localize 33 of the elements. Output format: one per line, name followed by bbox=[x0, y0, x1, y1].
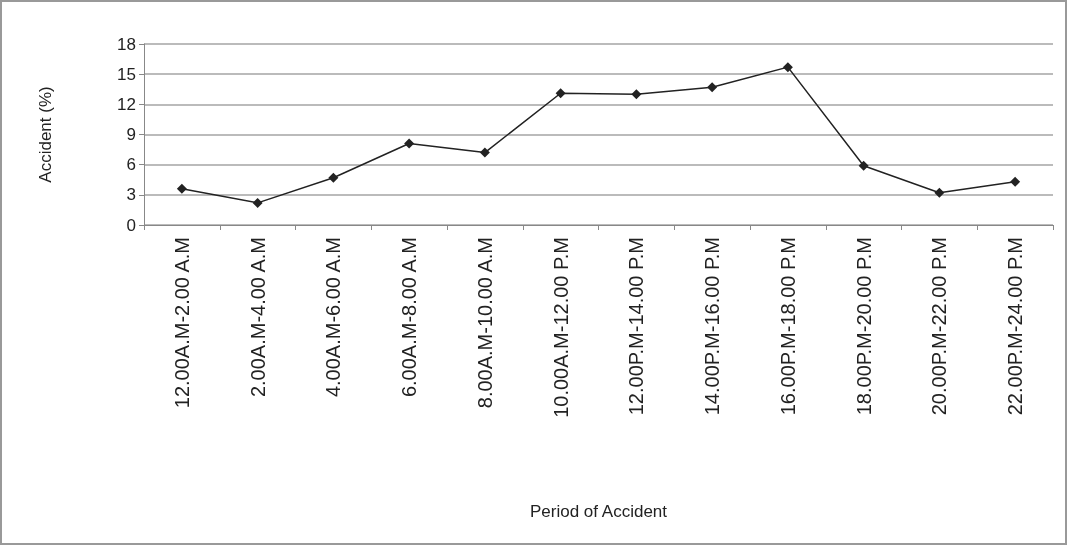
x-tick-label: 2.00A.M-4.00 A.M bbox=[246, 237, 269, 398]
y-tick-label: 0 bbox=[126, 215, 136, 235]
point bbox=[176, 183, 187, 194]
y-tick-label: 6 bbox=[126, 155, 136, 175]
point bbox=[707, 82, 718, 93]
point bbox=[934, 187, 945, 198]
y-tick-label: 9 bbox=[126, 125, 136, 144]
x-axis-title: Period of Accident bbox=[529, 502, 668, 521]
point bbox=[782, 62, 793, 73]
point bbox=[328, 172, 339, 183]
x-tick-label: 14.00P.M-16.00 P.M bbox=[701, 237, 724, 416]
point bbox=[479, 147, 490, 158]
point bbox=[555, 88, 566, 99]
point bbox=[631, 89, 642, 100]
x-tick-label: 16.00P.M-18.00 P.M bbox=[776, 237, 799, 416]
x-tick-label: 10.00A.M-12.00 P.M bbox=[549, 237, 572, 418]
y-tick-label: 15 bbox=[117, 64, 136, 84]
x-tick-label: 20.00P.M-22.00 P.M bbox=[928, 237, 951, 416]
x-tick-label: 12.00P.M-14.00 P.M bbox=[625, 237, 648, 416]
point bbox=[252, 197, 263, 208]
x-tick-label: 22.00P.M-24.00 P.M bbox=[1004, 237, 1027, 416]
x-tick-label: 8.00A.M-10.00 A.M bbox=[473, 237, 496, 409]
x-tick-label: 4.00A.M-6.00 A.M bbox=[322, 237, 345, 398]
point bbox=[1010, 176, 1021, 187]
point bbox=[404, 138, 415, 149]
point bbox=[858, 160, 869, 171]
x-tick-label: 18.00P.M-20.00 P.M bbox=[852, 237, 875, 416]
x-tick-label: 12.00A.M-2.00 A.M bbox=[170, 237, 193, 409]
x-tick-label: 6.00A.M-8.00 A.M bbox=[398, 237, 421, 398]
y-tick-label: 3 bbox=[126, 185, 136, 205]
y-axis-title: Accident (%) bbox=[36, 86, 55, 183]
y-tick-label: 12 bbox=[117, 94, 136, 114]
y-tick-label: 18 bbox=[117, 34, 136, 54]
